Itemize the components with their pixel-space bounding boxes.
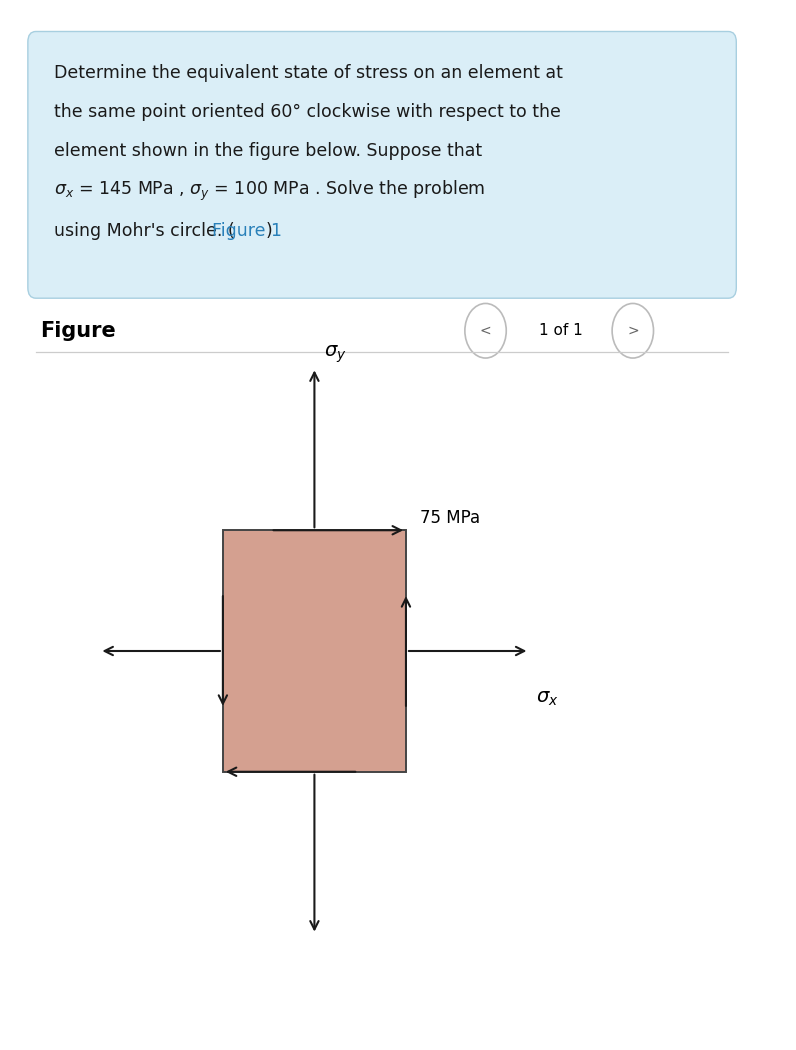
Text: the same point oriented 60° clockwise with respect to the: the same point oriented 60° clockwise wi…	[54, 103, 561, 122]
Text: ): )	[266, 222, 272, 240]
Text: Figure: Figure	[40, 320, 115, 341]
Text: $\sigma_x$ = 145 MPa , $\sigma_y$ = 100 MPa . Solve the problem: $\sigma_x$ = 145 MPa , $\sigma_y$ = 100 …	[54, 178, 486, 204]
Text: Determine the equivalent state of stress on an element at: Determine the equivalent state of stress…	[54, 64, 563, 83]
FancyBboxPatch shape	[28, 32, 736, 298]
Text: Figure 1: Figure 1	[212, 222, 282, 240]
Text: using Mohr's circle. (: using Mohr's circle. (	[54, 222, 235, 240]
Circle shape	[612, 303, 654, 358]
Text: <: <	[480, 323, 491, 338]
Text: $\sigma_y$: $\sigma_y$	[324, 344, 346, 365]
Text: 1 of 1: 1 of 1	[540, 323, 583, 338]
Text: element shown in the figure below. Suppose that: element shown in the figure below. Suppo…	[54, 142, 482, 161]
Text: 75 MPa: 75 MPa	[420, 508, 481, 527]
Text: $\sigma_x$: $\sigma_x$	[536, 689, 558, 708]
Bar	[223, 530, 406, 772]
Text: >: >	[627, 323, 638, 338]
Circle shape	[465, 303, 506, 358]
